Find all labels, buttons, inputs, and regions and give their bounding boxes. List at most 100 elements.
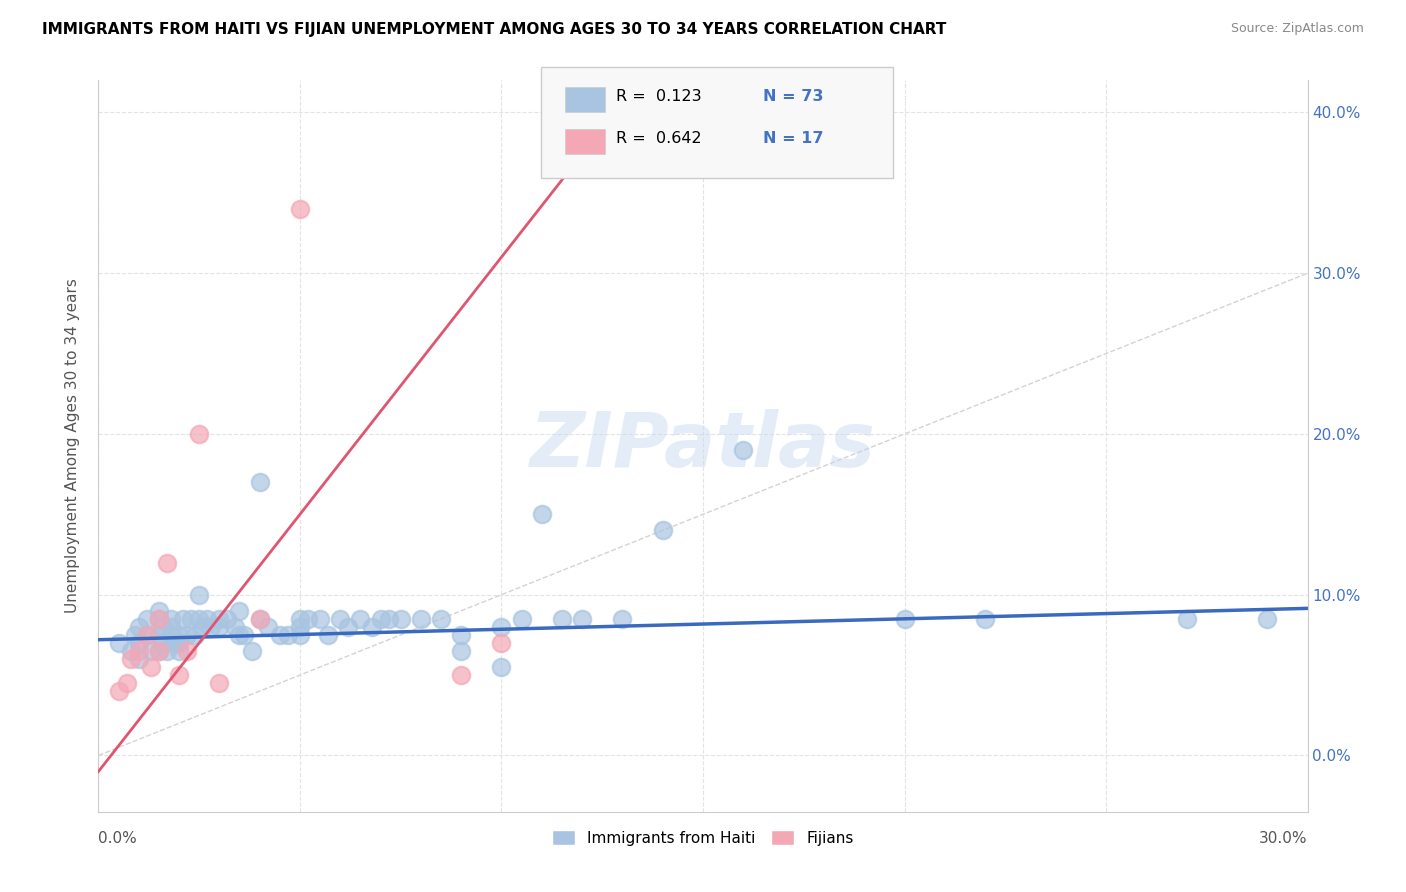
Point (256, 620, 278, 634)
Point (612, 612, 634, 626)
Point (188, 612, 211, 626)
Point (163, 636, 186, 650)
Point (167, 636, 190, 650)
Point (208, 620, 231, 634)
Point (152, 620, 174, 634)
Text: N = 17: N = 17 (763, 131, 824, 145)
Point (450, 668, 472, 682)
Text: R =  0.123: R = 0.123 (616, 89, 702, 103)
Point (240, 644, 263, 658)
Point (128, 636, 150, 650)
Point (124, 628, 146, 642)
Point (148, 644, 170, 658)
Point (135, 612, 157, 626)
Point (176, 628, 198, 642)
Point (208, 676, 231, 690)
Text: R =  0.642: R = 0.642 (616, 131, 702, 145)
Point (228, 604, 250, 618)
Point (148, 604, 170, 618)
Point (160, 628, 183, 642)
Point (288, 612, 311, 626)
Point (389, 612, 412, 626)
Point (139, 644, 162, 658)
Point (195, 612, 218, 626)
Point (491, 636, 513, 650)
Point (349, 612, 371, 626)
Point (288, 620, 311, 634)
Point (148, 612, 170, 626)
Point (491, 660, 513, 674)
Legend: Immigrants from Haiti, Fijians: Immigrants from Haiti, Fijians (547, 823, 859, 852)
Point (249, 475, 271, 490)
Text: 30.0%: 30.0% (1260, 831, 1308, 846)
Point (249, 612, 271, 626)
Point (128, 644, 150, 658)
Point (193, 620, 215, 634)
Point (167, 668, 190, 682)
Point (172, 612, 194, 626)
Point (148, 628, 170, 642)
Y-axis label: Unemployment Among Ages 30 to 34 years: Unemployment Among Ages 30 to 34 years (65, 278, 80, 614)
Point (269, 628, 291, 642)
Point (277, 628, 299, 642)
Text: IMMIGRANTS FROM HAITI VS FIJIAN UNEMPLOYMENT AMONG AGES 30 TO 34 YEARS CORRELATI: IMMIGRANTS FROM HAITI VS FIJIAN UNEMPLOY… (42, 22, 946, 37)
Point (430, 612, 453, 626)
Point (208, 612, 231, 626)
Point (107, 684, 129, 698)
Point (974, 612, 997, 626)
Point (329, 612, 352, 626)
Point (893, 612, 915, 626)
Point (249, 612, 271, 626)
Text: 0.0%: 0.0% (98, 831, 138, 846)
Text: Source: ZipAtlas.com: Source: ZipAtlas.com (1230, 22, 1364, 36)
Point (370, 612, 392, 626)
Point (148, 644, 170, 658)
Point (651, 524, 673, 538)
Point (152, 636, 174, 650)
Text: N = 73: N = 73 (763, 89, 824, 103)
Point (167, 644, 190, 658)
Point (160, 620, 183, 634)
Point (139, 660, 162, 674)
Point (107, 636, 129, 650)
Point (551, 612, 574, 626)
Point (120, 652, 142, 666)
Point (361, 620, 384, 634)
Text: ZIPatlas: ZIPatlas (530, 409, 876, 483)
Point (316, 628, 339, 642)
Point (337, 620, 360, 634)
Point (217, 612, 239, 626)
Point (1256, 612, 1278, 626)
Point (200, 620, 222, 634)
Point (297, 612, 319, 626)
Point (232, 628, 254, 642)
Point (1175, 612, 1198, 626)
Point (128, 652, 150, 666)
Point (135, 628, 157, 642)
Point (510, 612, 533, 626)
Point (288, 202, 311, 216)
Point (228, 628, 250, 642)
Point (188, 426, 211, 441)
Point (176, 644, 198, 658)
Point (409, 612, 432, 626)
Point (128, 620, 150, 634)
Point (120, 644, 142, 658)
Point (160, 612, 183, 626)
Point (530, 508, 553, 522)
Point (184, 628, 207, 642)
Point (115, 676, 138, 690)
Point (156, 556, 179, 570)
Point (450, 644, 472, 658)
Point (450, 628, 472, 642)
Point (188, 588, 211, 602)
Point (224, 620, 246, 634)
Point (491, 620, 513, 634)
Point (180, 612, 202, 626)
Point (156, 644, 179, 658)
Point (288, 628, 311, 642)
Point (377, 612, 399, 626)
Point (135, 628, 157, 642)
Point (733, 443, 755, 458)
Point (571, 612, 593, 626)
